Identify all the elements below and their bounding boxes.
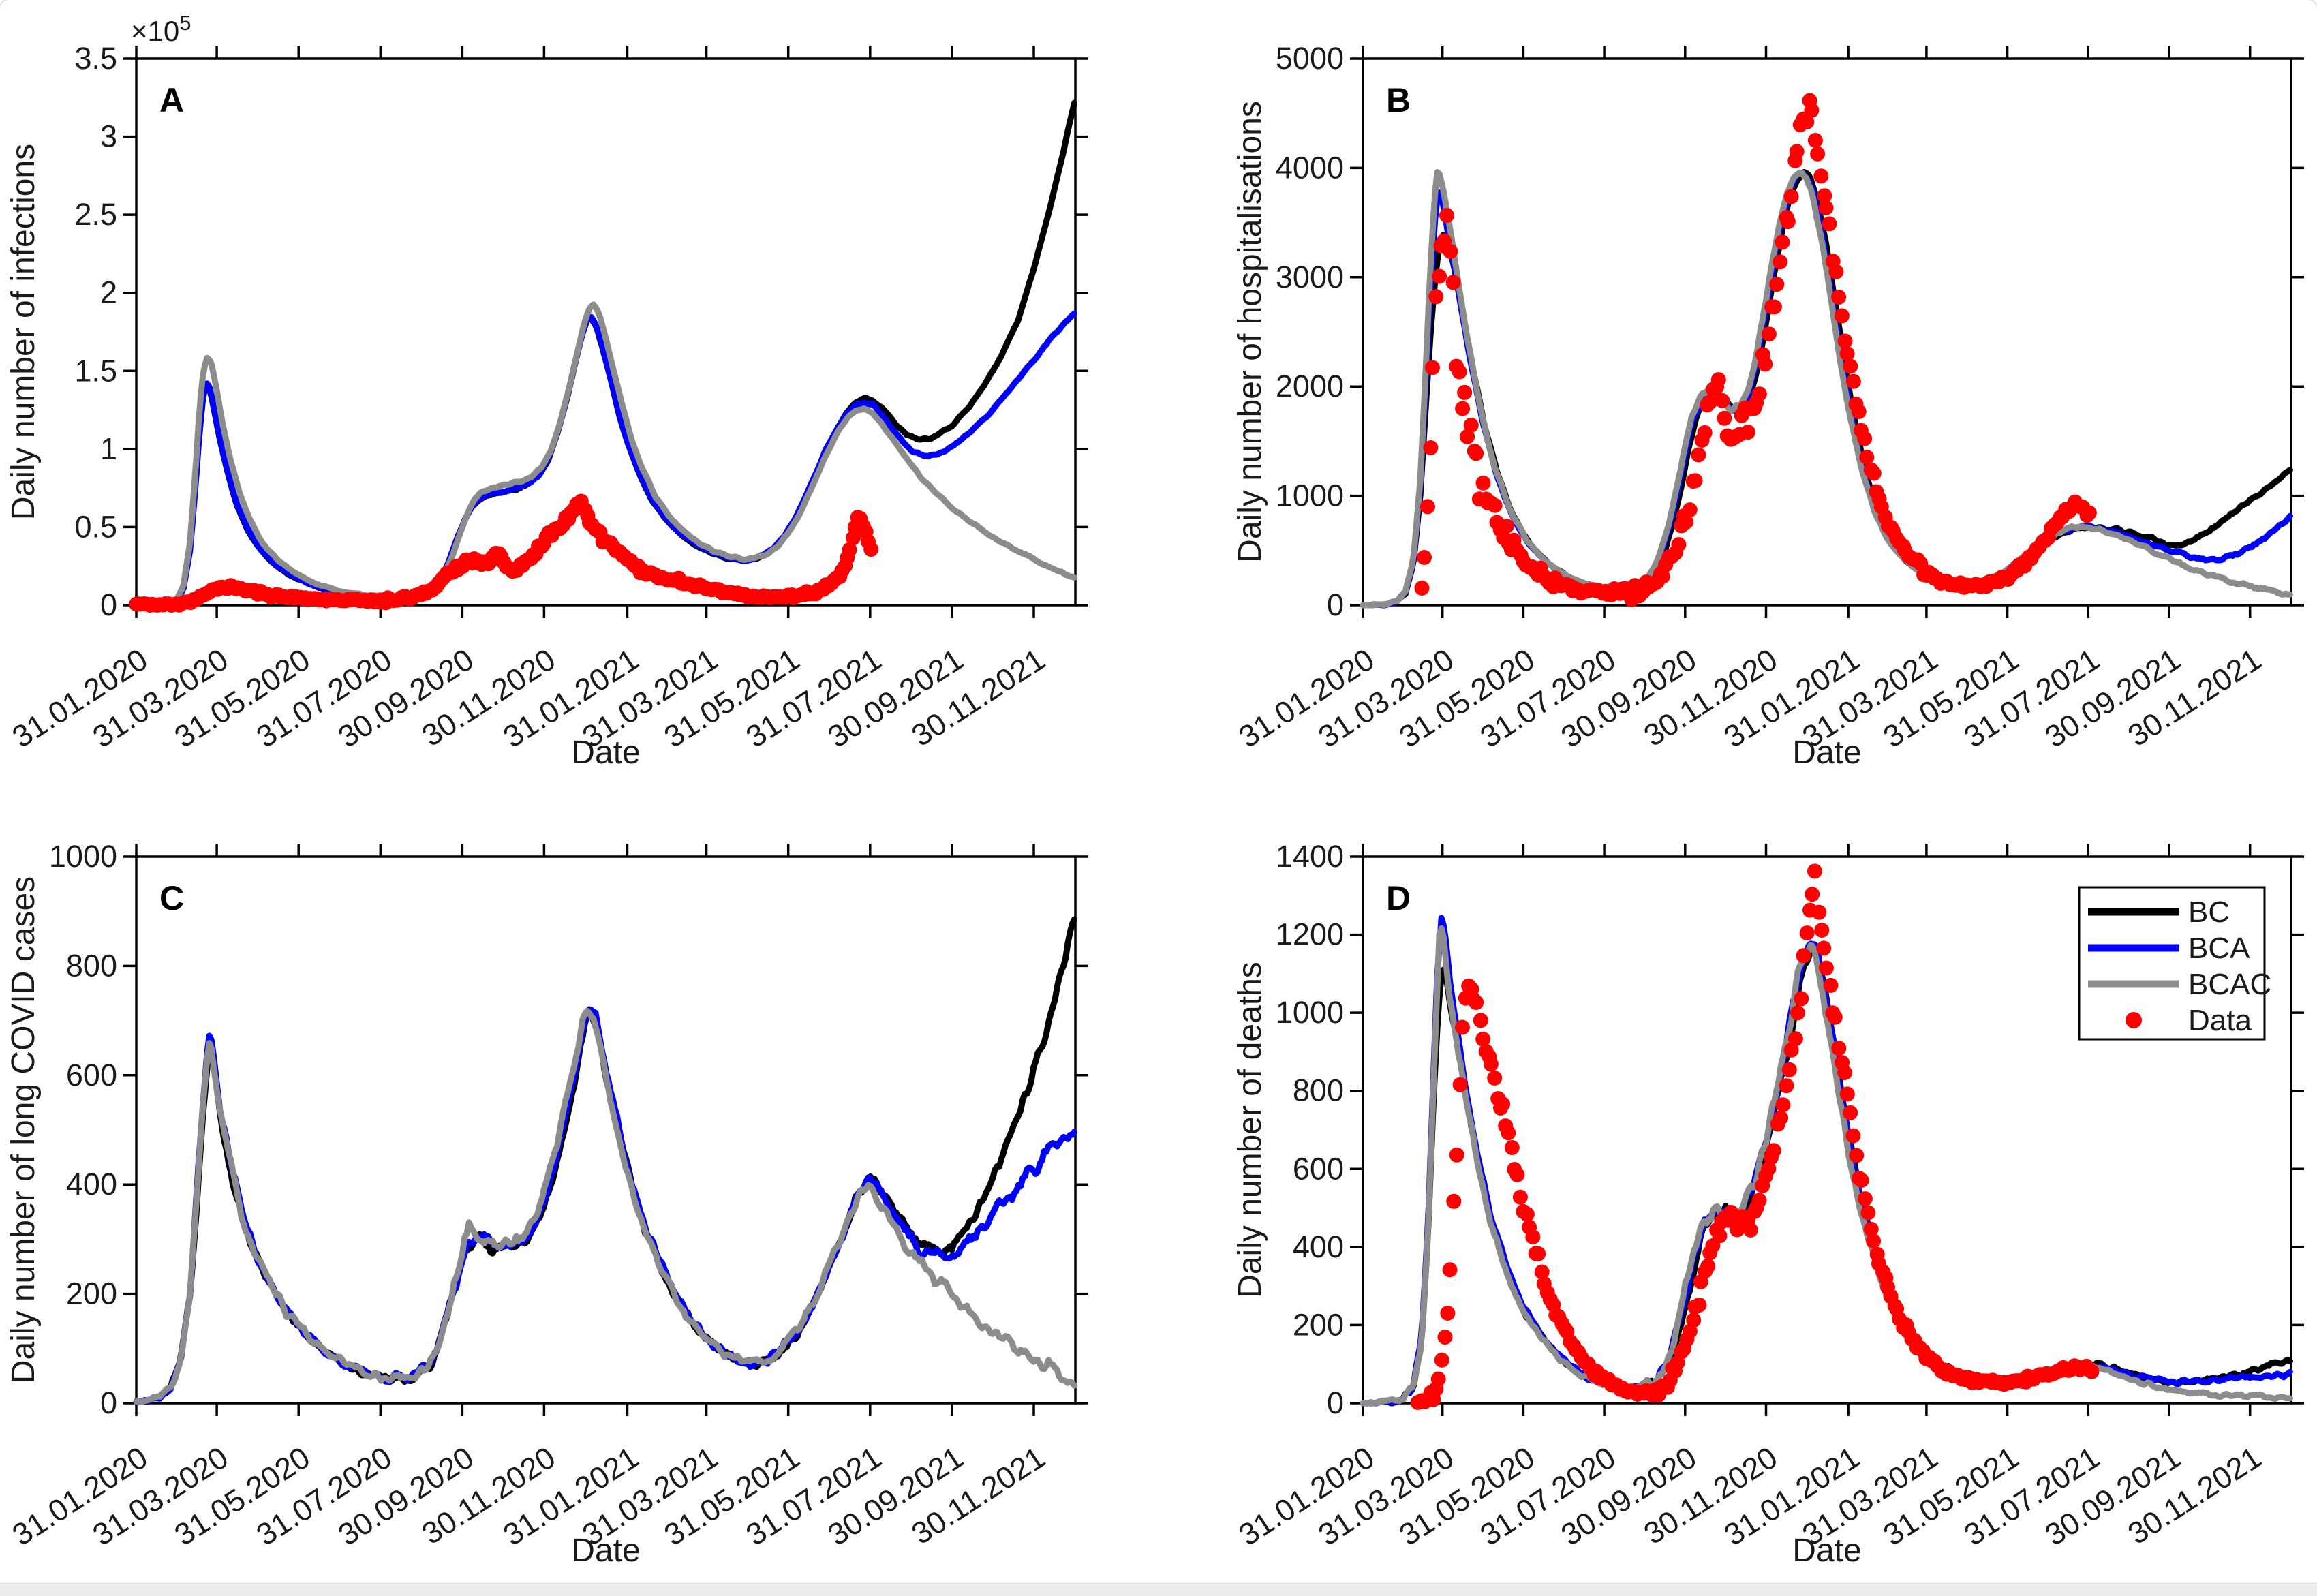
y-axis-title: Daily number of long COVID cases — [5, 876, 42, 1383]
x-axis-title: Date — [571, 735, 640, 771]
svg-text:Daily number of hospitalisatio: Daily number of hospitalisations — [1232, 101, 1268, 563]
panel-d-deaths: 0 200 400 600 800 1000 1200 1400 31.01.2020 31.03… — [1158, 798, 2317, 1596]
axis-ticks — [123, 844, 1088, 1416]
y-tick-label: 2 — [100, 275, 117, 310]
x-axis-title: Date — [571, 1533, 640, 1569]
panel-a-chart: 0 0.5 1 1.5 2 2.5 3 3.5 31.01.202031.03.202031.0… — [5, 11, 1088, 771]
y-tick-label: 2000 — [1276, 369, 1344, 403]
y-tick-label: 400 — [1293, 1229, 1344, 1264]
y-axis-title: Daily number of infections — [5, 144, 42, 520]
y-tick-label: 1000 — [1276, 478, 1344, 513]
y-tick-labels: 0 200 400 600 800 1000 — [49, 839, 117, 1420]
y-tick-label: 200 — [66, 1276, 117, 1311]
series-bcac-line — [133, 301, 1077, 609]
y-tick-label: 0 — [100, 587, 117, 622]
data-dots — [1414, 93, 2097, 607]
y-tick-labels: 0 1000 2000 3000 4000 5000 — [1276, 41, 1344, 622]
axis-ticks — [1350, 46, 2304, 618]
legend-label-bca: BCA — [2188, 932, 2250, 965]
panel-b-hospitalisations: 0 1000 2000 3000 4000 5000 31.01.2020 31.03.202… — [1158, 0, 2317, 798]
svg-text:Daily number of long COVID cas: Daily number of long COVID cases — [5, 876, 42, 1383]
x-tick-labels: 31.01.202031.03.202031.05.202031.07.2020… — [1233, 1440, 2267, 1552]
y-tick-label: 3.5 — [74, 41, 117, 76]
panel-c-chart: 0 200 400 600 800 1000 31.01.202031.03.202031.… — [5, 839, 1088, 1569]
series-bc-line — [133, 916, 1077, 1405]
y-tick-label: 0 — [100, 1385, 117, 1420]
y-tick-labels: 0 0.5 1 1.5 2 2.5 3 3.5 — [74, 41, 117, 622]
x-tick-labels: 31.01.202031.03.202031.05.202031.07.2020… — [6, 642, 1052, 754]
legend-label-bc: BC — [2188, 895, 2230, 929]
y-axis-title: Daily number of deaths — [1232, 962, 1268, 1298]
axes-box — [135, 57, 1077, 607]
svg-text:Daily number of infections: Daily number of infections — [5, 144, 42, 520]
series-bcac-line — [133, 1007, 1077, 1405]
y-tick-label: 0.5 — [74, 509, 117, 544]
axes-box — [135, 855, 1077, 1405]
x-tick-labels: 31.01.202031.03.202031.05.202031.07.2020… — [1233, 642, 2267, 754]
series-bcac-line — [1360, 169, 2293, 609]
data-dots — [129, 493, 879, 613]
y-tick-label: 4000 — [1276, 150, 1344, 185]
y-tick-label: 0 — [1327, 1385, 1344, 1420]
panel-letter: A — [159, 81, 184, 119]
axes-box — [1362, 855, 2292, 1405]
legend-swatch-data-dot — [2126, 1012, 2142, 1028]
y-tick-label: 1400 — [1276, 839, 1344, 874]
y-tick-labels: 0 200 400 600 800 1000 1200 1400 — [1276, 839, 1344, 1420]
y-tick-label: 200 — [1293, 1307, 1344, 1342]
y-tick-label: 3000 — [1276, 260, 1344, 294]
y-tick-label: 3 — [100, 119, 117, 154]
panel-d-chart: 0 200 400 600 800 1000 1200 1400 31.01.202031.03… — [1232, 839, 2304, 1569]
x-axis-title: Date — [1792, 1533, 1861, 1569]
svg-text:Daily number of deaths: Daily number of deaths — [1232, 962, 1268, 1298]
panel-letter: D — [1386, 879, 1411, 917]
panel-a-infections: 0 0.5 1 1.5 2 2.5 3 3.5 31.01.2020 31.03.2020 31.0… — [0, 0, 1158, 798]
window-bottom-edge — [0, 1583, 2317, 1596]
y-tick-label: 800 — [66, 948, 117, 983]
panel-b-chart: 0 1000 2000 3000 4000 5000 31.01.202031.03.202… — [1232, 41, 2304, 771]
y-tick-label: 800 — [1293, 1073, 1344, 1108]
y-exponent-label: ×105 — [131, 11, 191, 47]
x-axis-title: Date — [1792, 735, 1861, 771]
panel-c-long-covid: 0 200 400 600 800 1000 31.01.2020 31.03.2020 31.… — [0, 798, 1158, 1596]
y-tick-label: 600 — [66, 1058, 117, 1092]
x-tick-labels: 31.01.202031.03.202031.05.202031.07.2020… — [6, 1440, 1052, 1552]
y-tick-label: 400 — [66, 1167, 117, 1201]
series-bca-line — [133, 310, 1077, 609]
y-tick-label: 1 — [100, 431, 117, 466]
y-tick-label: 1000 — [1276, 995, 1344, 1030]
y-tick-label: 1000 — [49, 839, 117, 874]
y-axis-title: Daily number of hospitalisations — [1232, 101, 1268, 563]
y-tick-label: 2.5 — [74, 197, 117, 232]
panel-letter: B — [1386, 81, 1411, 119]
y-tick-label: 600 — [1293, 1151, 1344, 1186]
y-tick-label: 1200 — [1276, 917, 1344, 952]
y-tick-label: 0 — [1327, 587, 1344, 622]
axes-box — [1362, 57, 2292, 607]
panel-letter: C — [159, 879, 184, 917]
y-tick-label: 5000 — [1276, 41, 1344, 76]
legend-label-bcac: BCAC — [2188, 968, 2271, 1001]
legend-label-data: Data — [2188, 1004, 2252, 1037]
series-bcac-line — [1360, 925, 2293, 1407]
y-tick-label: 1.5 — [74, 353, 117, 388]
data-dots — [1410, 863, 2100, 1410]
